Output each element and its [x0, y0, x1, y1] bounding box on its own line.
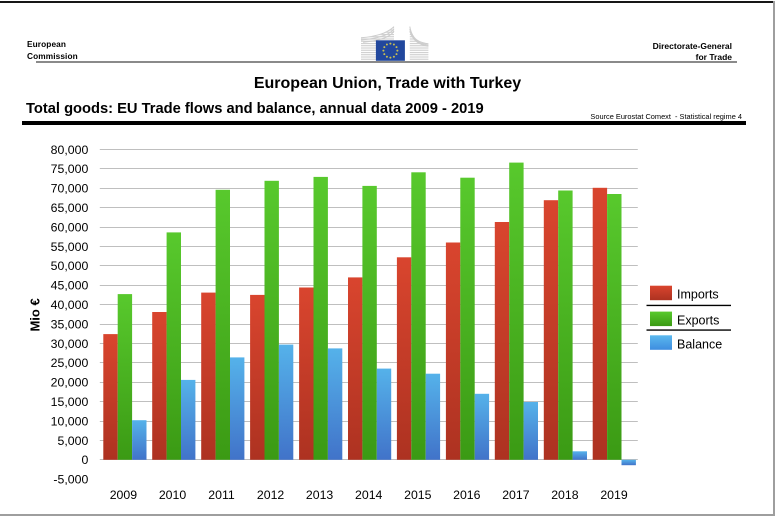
svg-text:2011: 2011: [208, 488, 235, 502]
svg-text:40,000: 40,000: [51, 298, 89, 312]
svg-text:2017: 2017: [502, 488, 530, 502]
svg-text:Imports: Imports: [677, 288, 719, 302]
svg-text:50,000: 50,000: [51, 259, 89, 273]
svg-text:Exports: Exports: [677, 314, 719, 328]
svg-text:25,000: 25,000: [51, 356, 89, 370]
svg-text:20,000: 20,000: [51, 376, 89, 390]
svg-text:Balance: Balance: [677, 337, 722, 351]
svg-text:2012: 2012: [257, 488, 285, 502]
svg-text:2014: 2014: [355, 488, 383, 502]
svg-text:60,000: 60,000: [51, 220, 89, 234]
svg-text:Mio €: Mio €: [27, 298, 42, 331]
svg-text:55,000: 55,000: [51, 240, 89, 254]
svg-text:2015: 2015: [404, 488, 432, 502]
svg-text:30,000: 30,000: [51, 337, 89, 351]
svg-text:-5,000: -5,000: [53, 473, 88, 487]
svg-text:2010: 2010: [159, 488, 187, 502]
svg-text:2018: 2018: [551, 488, 579, 502]
svg-text:2016: 2016: [453, 488, 481, 502]
svg-text:35,000: 35,000: [51, 317, 89, 331]
svg-text:2019: 2019: [600, 488, 628, 502]
svg-text:75,000: 75,000: [51, 162, 89, 176]
svg-text:10,000: 10,000: [51, 414, 89, 428]
svg-text:45,000: 45,000: [51, 279, 89, 293]
svg-text:2009: 2009: [110, 488, 138, 502]
svg-text:0: 0: [81, 453, 88, 467]
svg-text:65,000: 65,000: [51, 201, 89, 215]
svg-text:80,000: 80,000: [51, 143, 89, 157]
svg-text:15,000: 15,000: [51, 395, 89, 409]
svg-text:2013: 2013: [306, 488, 334, 502]
svg-text:70,000: 70,000: [51, 182, 89, 196]
svg-text:5,000: 5,000: [58, 434, 89, 448]
